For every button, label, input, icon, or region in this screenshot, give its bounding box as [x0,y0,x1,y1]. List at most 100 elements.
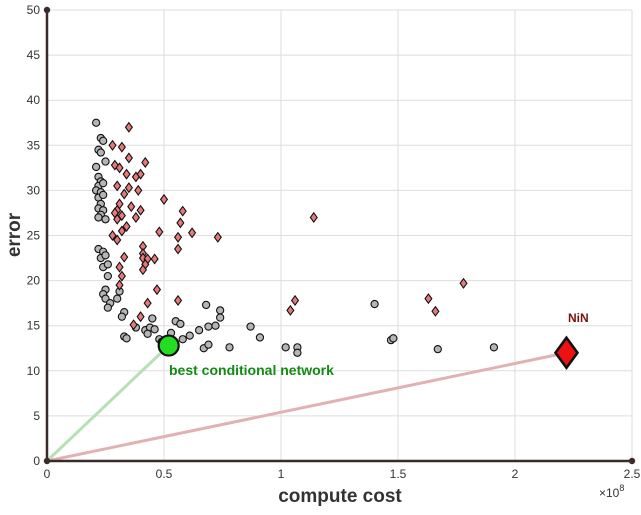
red-point [213,231,222,243]
gray-point [389,334,398,343]
red-point [115,279,124,291]
origin-to-nin-line [46,351,567,463]
gray-point [148,314,157,323]
red-point [117,141,126,153]
gray-point [99,179,108,188]
red-point [136,204,145,216]
red-point [136,168,145,180]
red-point [113,234,122,246]
red-point [431,305,440,317]
gray-point [101,215,110,224]
best-network-point [157,334,180,357]
y-tick-label: 5 [33,409,40,423]
red-point [124,182,133,194]
gray-point [103,271,112,281]
red-point [176,217,185,229]
gray-point [370,299,379,309]
gray-point [255,333,265,342]
gray-point [178,335,187,344]
red-point [141,156,150,168]
nin-point [553,335,580,370]
gray-point [117,312,127,321]
gray-point [143,329,152,338]
reference-lines [45,344,567,463]
gray-point [293,348,302,357]
y-tick-label: 50 [27,3,41,17]
x-axis-end-cap [628,457,636,465]
axes [43,6,636,465]
origin-to-best-line [45,344,170,463]
gray-point [176,319,185,329]
y-tick-label: 40 [27,93,41,107]
gray-point [246,322,255,331]
nin-annotation: NiN [568,311,589,325]
gray-point [91,118,101,127]
origin-cap [43,457,51,465]
red-point [150,253,159,265]
grid-lines [47,9,633,461]
red-point [159,193,169,205]
red-point [136,311,145,323]
red-point [108,139,117,151]
gray-point [103,303,112,312]
data-points [91,118,580,370]
multiplier-exponent: 8 [619,483,624,493]
gray-point [99,190,108,200]
gray-point [113,294,122,303]
gray-point [204,340,213,349]
red-point [127,201,136,213]
gray-point [101,157,110,166]
gray-point [150,325,159,334]
gray-point [103,260,112,269]
red-point [124,121,133,133]
red-point [129,319,138,331]
red-point [173,231,183,243]
gray-point [122,334,131,343]
y-axis-label: error [4,212,25,257]
red-point [113,180,122,192]
multiplier-base: ×10 [599,486,620,500]
red-point [120,251,129,263]
gray-point [281,343,290,352]
gray-point [91,162,101,172]
red-point [134,184,143,196]
red-point [117,270,126,282]
x-tick-label: 0 [44,467,51,481]
svg-text:×108: ×108 [599,483,624,500]
x-tick-label: 1 [278,467,285,481]
red-point [424,293,433,305]
red-point [113,213,122,225]
gray-point [489,343,499,352]
x-tick-label: 2 [512,467,519,481]
y-tick-label: 15 [27,319,41,333]
red-point [286,304,295,316]
x-tick-label: 1.5 [390,467,407,481]
y-tick-label: 0 [33,454,40,468]
red-point [115,261,124,273]
y-tick-label: 45 [27,48,41,62]
red-point [152,284,162,296]
red-point [155,226,164,238]
red-point [120,188,129,200]
gray-point [201,300,211,310]
red-point [178,205,187,217]
gray-point [99,136,108,145]
red-point [459,277,468,289]
red-point [124,152,133,164]
gray-point [96,148,105,157]
red-point [290,294,300,306]
gray-point [433,345,442,354]
gray-point [185,331,194,340]
gray-point [101,251,110,260]
red-point [131,211,141,223]
gray-point [225,343,234,352]
red-point [117,225,126,237]
y-tick-label: 10 [27,364,41,378]
red-point [187,227,197,239]
y-axis-end-cap [43,6,51,14]
y-tick-label: 25 [27,229,41,243]
red-point [122,168,131,180]
x-axis-multiplier: ×108 [599,483,624,500]
red-point [108,229,117,242]
